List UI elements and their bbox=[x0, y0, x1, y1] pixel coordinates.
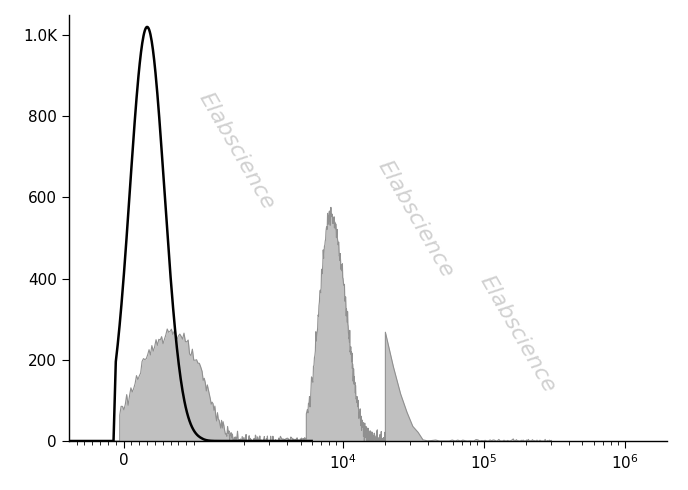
Text: Elabscience: Elabscience bbox=[374, 157, 458, 281]
Text: Elabscience: Elabscience bbox=[195, 89, 278, 213]
Text: Elabscience: Elabscience bbox=[476, 272, 559, 396]
